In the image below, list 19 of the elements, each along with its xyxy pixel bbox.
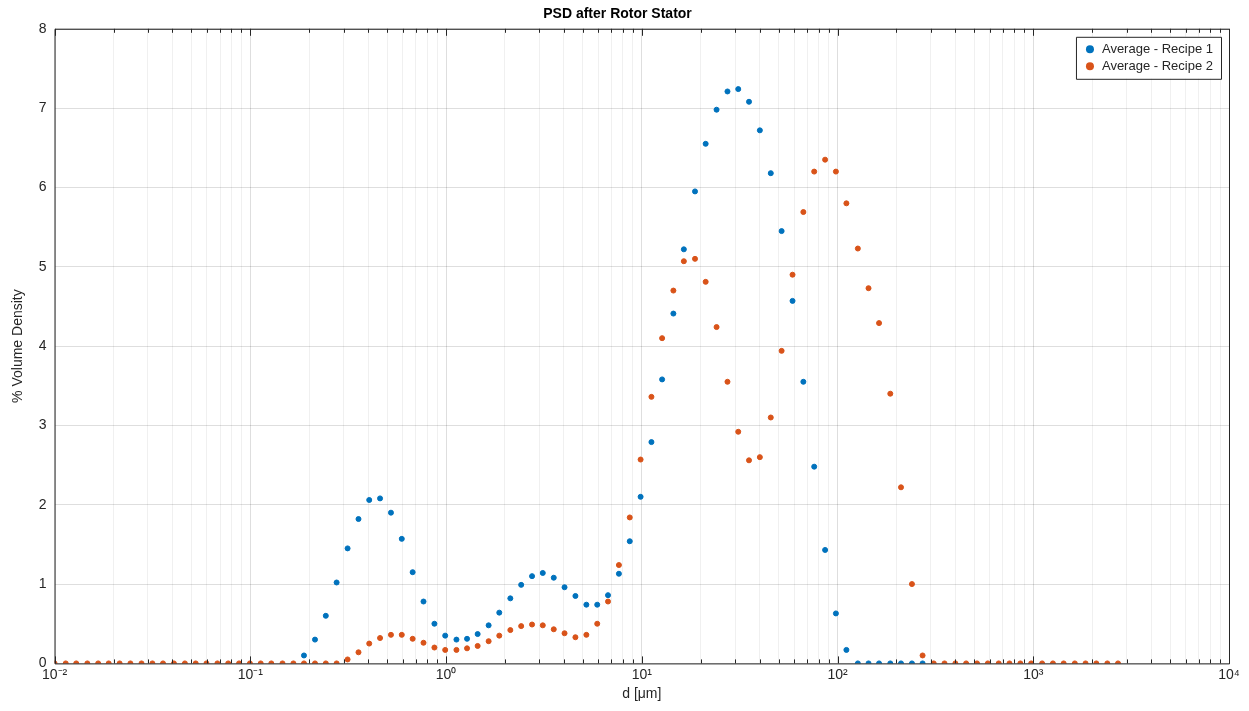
legend-label: Average - Recipe 1 bbox=[1101, 40, 1213, 56]
y-tick-label: 8 bbox=[38, 19, 47, 36]
y-tick-label: 1 bbox=[38, 574, 47, 591]
x-tick-label: 10⁰ bbox=[435, 665, 457, 682]
x-tick-label: 10⁴ bbox=[1218, 665, 1240, 682]
y-tick-label: 3 bbox=[38, 416, 47, 433]
y-tick-label: 6 bbox=[38, 178, 47, 195]
legend-label: Average - Recipe 2 bbox=[1101, 57, 1213, 73]
x-tick-label: 10² bbox=[827, 665, 848, 682]
chart-title: PSD after Rotor Stator bbox=[543, 5, 693, 22]
y-tick-label: 2 bbox=[38, 495, 47, 512]
y-axis-title: % Volume Density bbox=[9, 289, 26, 403]
y-tick-label: 7 bbox=[38, 98, 47, 115]
x-tick-label: 10¹ bbox=[631, 665, 653, 682]
x-tick-label: 10³ bbox=[1023, 665, 1044, 682]
x-tick-label: 10⁻¹ bbox=[237, 665, 264, 682]
y-tick-label: 4 bbox=[38, 336, 47, 353]
y-tick-label: 5 bbox=[38, 257, 47, 274]
x-axis-title: d [μm] bbox=[622, 685, 662, 702]
